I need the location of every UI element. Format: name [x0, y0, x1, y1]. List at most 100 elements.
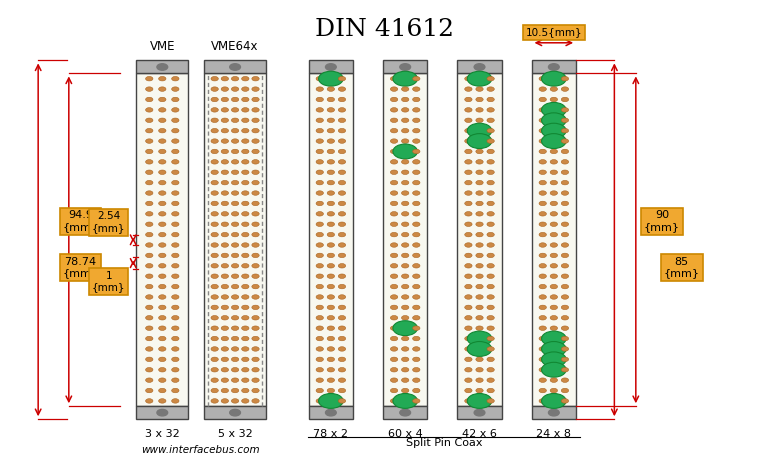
Circle shape [476, 180, 483, 185]
Circle shape [338, 357, 345, 362]
Bar [531, 73, 576, 406]
Circle shape [413, 180, 420, 185]
Circle shape [316, 201, 324, 205]
Circle shape [539, 253, 547, 258]
Circle shape [241, 399, 249, 403]
Circle shape [211, 97, 218, 102]
Bar [205, 406, 266, 419]
Circle shape [171, 357, 179, 362]
Circle shape [539, 139, 547, 143]
Circle shape [251, 108, 259, 112]
Circle shape [241, 357, 249, 362]
Circle shape [145, 118, 153, 123]
Circle shape [468, 394, 491, 409]
Circle shape [211, 357, 218, 362]
Circle shape [327, 326, 335, 330]
Circle shape [327, 97, 335, 102]
Circle shape [145, 76, 153, 81]
Circle shape [464, 180, 472, 185]
Circle shape [158, 233, 166, 237]
Circle shape [221, 326, 228, 330]
Circle shape [327, 347, 335, 351]
Circle shape [241, 97, 249, 102]
Circle shape [145, 253, 153, 258]
Circle shape [338, 336, 345, 341]
Circle shape [391, 263, 398, 268]
Circle shape [241, 274, 249, 278]
Circle shape [145, 285, 153, 289]
Text: 1
{mm}: 1 {mm} [92, 271, 125, 292]
Circle shape [145, 160, 153, 164]
Circle shape [145, 378, 153, 382]
Circle shape [464, 378, 472, 382]
Circle shape [316, 139, 324, 143]
Circle shape [550, 170, 558, 175]
Circle shape [413, 399, 420, 403]
Circle shape [158, 118, 166, 123]
Circle shape [391, 295, 398, 299]
Circle shape [338, 315, 345, 320]
Text: Split Pin Coax: Split Pin Coax [405, 438, 482, 448]
Circle shape [211, 336, 218, 341]
Circle shape [230, 64, 241, 70]
Circle shape [158, 367, 166, 372]
Circle shape [338, 274, 345, 278]
Circle shape [221, 388, 228, 393]
Circle shape [413, 160, 420, 164]
Circle shape [401, 191, 409, 195]
Circle shape [145, 243, 153, 247]
Circle shape [391, 87, 398, 91]
Circle shape [171, 76, 179, 81]
Text: 3 x 32: 3 x 32 [145, 430, 180, 439]
Bar [458, 406, 501, 419]
Circle shape [476, 222, 483, 227]
Circle shape [487, 367, 494, 372]
Circle shape [316, 347, 324, 351]
Circle shape [338, 305, 345, 310]
Circle shape [145, 87, 153, 91]
Circle shape [241, 336, 249, 341]
Bar [205, 73, 266, 406]
Circle shape [401, 108, 409, 112]
Circle shape [158, 315, 166, 320]
Circle shape [476, 108, 483, 112]
Bar [458, 73, 501, 406]
Circle shape [338, 201, 345, 205]
Circle shape [539, 149, 547, 154]
Circle shape [241, 315, 249, 320]
Circle shape [391, 160, 398, 164]
Circle shape [231, 399, 238, 403]
Circle shape [241, 160, 249, 164]
Text: 94.9
{mm}: 94.9 {mm} [62, 211, 98, 232]
Circle shape [391, 76, 398, 81]
Circle shape [145, 315, 153, 320]
Circle shape [561, 118, 568, 123]
Circle shape [550, 253, 558, 258]
Circle shape [539, 295, 547, 299]
Circle shape [391, 180, 398, 185]
Circle shape [539, 336, 547, 341]
Text: 5 x 32: 5 x 32 [218, 430, 252, 439]
Circle shape [316, 76, 324, 81]
Circle shape [221, 347, 228, 351]
Circle shape [145, 170, 153, 175]
Circle shape [338, 108, 345, 112]
Circle shape [391, 388, 398, 393]
Circle shape [327, 357, 335, 362]
Circle shape [251, 315, 259, 320]
Circle shape [211, 149, 218, 154]
Circle shape [539, 388, 547, 393]
Circle shape [476, 201, 483, 205]
Bar [383, 73, 428, 406]
Circle shape [316, 108, 324, 112]
Circle shape [401, 170, 409, 175]
Circle shape [231, 97, 238, 102]
Circle shape [487, 285, 494, 289]
Circle shape [171, 87, 179, 91]
Circle shape [171, 170, 179, 175]
Circle shape [487, 388, 494, 393]
Circle shape [561, 108, 568, 112]
Circle shape [464, 336, 472, 341]
Circle shape [561, 326, 568, 330]
Circle shape [145, 212, 153, 216]
